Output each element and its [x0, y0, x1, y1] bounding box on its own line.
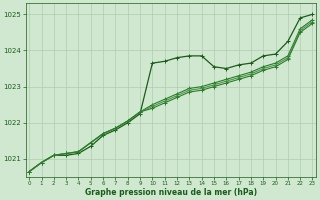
X-axis label: Graphe pression niveau de la mer (hPa): Graphe pression niveau de la mer (hPa) — [85, 188, 257, 197]
